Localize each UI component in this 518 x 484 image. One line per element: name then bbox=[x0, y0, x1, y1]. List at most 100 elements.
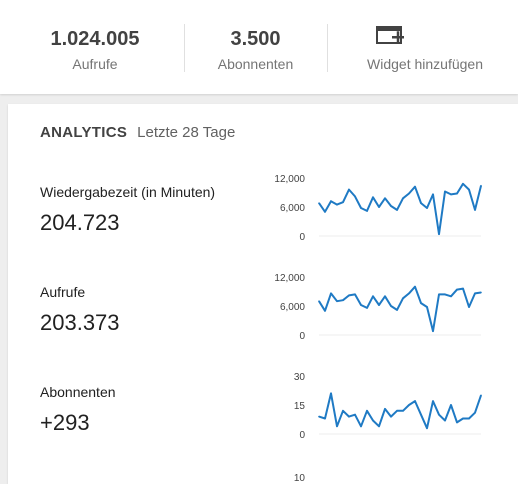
y-tick-label: 30 bbox=[294, 372, 306, 383]
data-point bbox=[480, 184, 482, 187]
data-point bbox=[330, 200, 332, 202]
data-point bbox=[354, 195, 356, 198]
views-label: Aufrufe bbox=[72, 56, 118, 72]
data-point bbox=[396, 209, 398, 211]
data-point bbox=[390, 305, 392, 307]
subscribers-stat: 3.500 Abonnenten bbox=[184, 0, 327, 94]
metric-label: Aufrufe bbox=[40, 284, 86, 300]
data-point bbox=[474, 209, 476, 211]
data-point bbox=[456, 288, 458, 291]
data-point bbox=[474, 292, 476, 295]
data-point bbox=[318, 300, 320, 302]
series-line bbox=[318, 392, 482, 430]
add-widget-button[interactable]: Widget hinzufügen bbox=[327, 0, 518, 94]
analytics-card: ANALYTICS Letzte 28 Tage Wiedergabezeit (… bbox=[8, 104, 518, 484]
data-point bbox=[372, 419, 374, 422]
data-point bbox=[444, 419, 446, 422]
data-point bbox=[420, 202, 422, 204]
data-point bbox=[390, 205, 392, 207]
data-point bbox=[426, 427, 428, 430]
data-point bbox=[372, 295, 374, 298]
subscribers-label: Abonnenten bbox=[217, 56, 294, 72]
data-point bbox=[408, 404, 410, 406]
data-point bbox=[432, 400, 434, 402]
data-point bbox=[324, 211, 326, 213]
data-point bbox=[438, 413, 440, 416]
data-point bbox=[450, 404, 452, 406]
data-point bbox=[318, 415, 320, 418]
data-point bbox=[366, 210, 368, 212]
data-point bbox=[450, 295, 452, 298]
data-point bbox=[414, 400, 416, 402]
data-point bbox=[366, 410, 368, 412]
y-tick-label: 0 bbox=[299, 331, 305, 342]
data-point bbox=[402, 410, 404, 412]
y-tick-label: 12,000 bbox=[274, 273, 305, 284]
y-tick-label: 6,000 bbox=[280, 302, 305, 313]
data-point bbox=[330, 292, 332, 295]
y-tick-label: 0 bbox=[299, 430, 305, 441]
data-point bbox=[408, 292, 410, 295]
metric-value: +293 bbox=[40, 410, 90, 435]
data-point bbox=[372, 196, 374, 199]
data-point bbox=[324, 310, 326, 312]
y-tick-label: 12,000 bbox=[274, 174, 305, 185]
data-point bbox=[414, 285, 416, 288]
metric-subscribers[interactable]: Abonnenten +293 bbox=[40, 384, 116, 436]
data-point bbox=[318, 202, 320, 204]
data-point bbox=[342, 201, 344, 203]
data-point bbox=[402, 297, 404, 300]
add-widget-icon bbox=[376, 26, 404, 44]
data-point bbox=[384, 295, 386, 298]
data-point bbox=[348, 188, 350, 191]
data-point bbox=[348, 415, 350, 418]
divider bbox=[327, 24, 328, 72]
data-point bbox=[384, 197, 386, 200]
metric-views[interactable]: Aufrufe 203.373 bbox=[40, 284, 120, 336]
metric-value: 204.723 bbox=[40, 210, 120, 235]
y-tick-label: 6,000 bbox=[280, 203, 305, 214]
data-point bbox=[444, 190, 446, 193]
data-point bbox=[450, 193, 452, 196]
data-point bbox=[378, 425, 380, 428]
data-point bbox=[444, 293, 446, 296]
data-point bbox=[324, 417, 326, 420]
data-point bbox=[330, 392, 332, 395]
data-point bbox=[438, 293, 440, 296]
data-point bbox=[378, 304, 380, 306]
views-value: 1.024.005 bbox=[50, 28, 140, 50]
data-point bbox=[360, 207, 362, 209]
y-tick-label: 0 bbox=[299, 232, 305, 243]
data-point bbox=[468, 188, 470, 191]
data-point bbox=[480, 394, 482, 397]
data-point bbox=[402, 197, 404, 200]
y-tick-label: 15 bbox=[294, 401, 306, 412]
data-point bbox=[420, 413, 422, 416]
data-point bbox=[426, 207, 428, 209]
data-point bbox=[384, 408, 386, 410]
data-point bbox=[474, 411, 476, 414]
data-point bbox=[408, 192, 410, 195]
data-point bbox=[336, 203, 338, 206]
analytics-period: Letzte 28 Tage bbox=[137, 124, 236, 141]
data-point bbox=[432, 330, 434, 332]
data-point bbox=[432, 193, 434, 196]
metric-label: Abonnenten bbox=[40, 384, 116, 400]
data-point bbox=[348, 294, 350, 297]
data-point bbox=[462, 417, 464, 420]
data-point bbox=[462, 183, 464, 185]
data-point bbox=[468, 417, 470, 420]
data-point bbox=[342, 299, 344, 301]
sparkline-charts: 12,000 6,000 0 12,000 6,000 0 30 15 0 10 bbox=[274, 174, 482, 484]
data-point bbox=[456, 192, 458, 195]
metric-watch-time[interactable]: Wiedergabezeit (in Minuten) 204.723 bbox=[40, 184, 215, 236]
data-point bbox=[354, 413, 356, 416]
data-point bbox=[456, 421, 458, 424]
views-stat: 1.024.005 Aufrufe bbox=[0, 0, 190, 94]
y-tick-label: 10 bbox=[294, 473, 306, 484]
series-line bbox=[318, 285, 482, 333]
summary-card: 1.024.005 Aufrufe 3.500 Abonnenten Widge… bbox=[0, 0, 518, 94]
data-point bbox=[360, 304, 362, 306]
data-point bbox=[366, 307, 368, 309]
add-widget-label: Widget hinzufügen bbox=[367, 56, 483, 72]
